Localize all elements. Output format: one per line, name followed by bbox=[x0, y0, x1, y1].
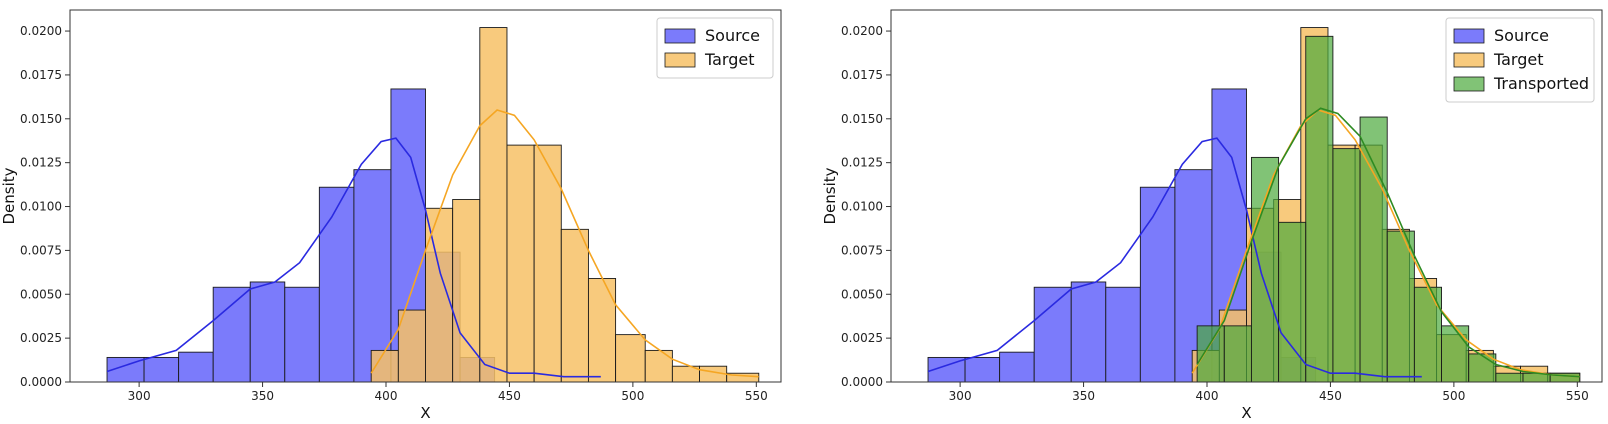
x-tick-label: 400 bbox=[375, 389, 398, 403]
y-tick-label: 0.0050 bbox=[20, 287, 62, 301]
series-target-bars bbox=[370, 27, 760, 383]
histogram-bar bbox=[1332, 148, 1361, 383]
histogram-bar bbox=[143, 356, 180, 383]
histogram-bar bbox=[587, 278, 617, 383]
histogram-bar bbox=[318, 186, 355, 383]
histogram-bar bbox=[1196, 325, 1225, 383]
histogram-bar bbox=[999, 351, 1035, 383]
histogram-bar bbox=[284, 286, 320, 383]
x-axis-label: X bbox=[420, 404, 430, 422]
legend-label-target: Target bbox=[704, 50, 755, 69]
chart-panel-2: 300 350 400 450 500 550 0.0000 0.0025 0.0050 0.00… bbox=[821, 9, 1603, 422]
histogram-bar bbox=[1139, 186, 1176, 383]
plot-frame bbox=[69, 9, 782, 383]
histogram-bar bbox=[1223, 325, 1252, 383]
histogram-bar bbox=[1495, 372, 1524, 383]
y-tick-label: 0.0200 bbox=[841, 24, 883, 38]
histogram-bar bbox=[425, 207, 454, 383]
x-tick-label: 450 bbox=[498, 389, 521, 403]
legend: Source Target Transported bbox=[1445, 17, 1595, 103]
legend-label-source: Source bbox=[1494, 26, 1549, 45]
histogram-bar bbox=[452, 199, 481, 383]
histogram-bar bbox=[1441, 325, 1470, 383]
histogram-bar bbox=[397, 309, 426, 383]
y-axis-label: Density bbox=[0, 167, 18, 224]
legend: Source Target bbox=[656, 17, 774, 79]
histogram-bar bbox=[353, 169, 392, 383]
x-tick-label: 500 bbox=[621, 389, 644, 403]
y-axis-label: Density bbox=[821, 167, 839, 224]
legend-swatch-transported bbox=[1453, 76, 1485, 92]
y-tick-label: 0.0050 bbox=[841, 287, 883, 301]
x-axis-label: X bbox=[1241, 404, 1251, 422]
kde-line-target bbox=[370, 109, 759, 378]
series-source-bars bbox=[927, 88, 1317, 383]
x-tick-label: 300 bbox=[128, 389, 151, 403]
y-tick-label: 0.0125 bbox=[841, 156, 883, 170]
chart-panel-1: 300 350 400 450 500 550 0.0000 0.0025 0.0050 0.00… bbox=[0, 9, 782, 422]
legend-label-transported: Transported bbox=[1493, 74, 1589, 93]
legend-swatch-target bbox=[1453, 52, 1485, 68]
kde-line-transported bbox=[1196, 107, 1580, 378]
y-tick-label: 0.0150 bbox=[841, 112, 883, 126]
histogram-bar bbox=[479, 27, 508, 383]
x-tick-label: 450 bbox=[1319, 389, 1342, 403]
x-tick-label: 550 bbox=[745, 389, 768, 403]
histogram-bar bbox=[1070, 281, 1107, 383]
histogram-bar bbox=[506, 144, 535, 383]
x-tick-label: 300 bbox=[949, 389, 972, 403]
y-tick-label: 0.0175 bbox=[841, 68, 883, 82]
y-tick-label: 0.0075 bbox=[841, 243, 883, 257]
y-tick-label: 0.0000 bbox=[20, 375, 62, 389]
y-tick-label: 0.0200 bbox=[20, 24, 62, 38]
histogram-bar bbox=[1105, 286, 1141, 383]
kde-line-source bbox=[106, 137, 601, 378]
histogram-bar bbox=[1359, 116, 1388, 383]
x-tick-label: 500 bbox=[1442, 389, 1465, 403]
histogram-bar bbox=[1386, 230, 1415, 383]
histogram-bar bbox=[1250, 156, 1280, 383]
histogram-bar bbox=[644, 349, 673, 383]
series-transported-bars bbox=[1196, 35, 1581, 383]
x-tick-label: 350 bbox=[1072, 389, 1095, 403]
histogram-bar bbox=[178, 351, 214, 383]
histogram-bar bbox=[212, 286, 251, 383]
x-tick-label: 550 bbox=[1566, 389, 1589, 403]
legend-swatch-source bbox=[1453, 28, 1485, 44]
histogram-bar bbox=[560, 228, 589, 383]
x-tick-label: 400 bbox=[1196, 389, 1219, 403]
histogram-bar bbox=[1033, 286, 1072, 383]
histogram-bar bbox=[964, 356, 1001, 383]
legend-label-source: Source bbox=[705, 26, 760, 45]
y-tick-label: 0.0125 bbox=[20, 156, 62, 170]
y-tick-label: 0.0025 bbox=[841, 331, 883, 345]
legend-swatch-source bbox=[664, 28, 696, 44]
legend-label-target: Target bbox=[1493, 50, 1544, 69]
y-tick-label: 0.0175 bbox=[20, 68, 62, 82]
y-tick-label: 0.0100 bbox=[20, 200, 62, 214]
kde-line-source bbox=[927, 137, 1422, 378]
y-tick-label: 0.0025 bbox=[20, 331, 62, 345]
y-tick-label: 0.0075 bbox=[20, 243, 62, 257]
legend-swatch-target bbox=[664, 52, 696, 68]
histogram-bar bbox=[615, 334, 646, 383]
y-tick-label: 0.0000 bbox=[841, 375, 883, 389]
histogram-bar bbox=[1413, 286, 1442, 383]
histogram-bar bbox=[249, 281, 286, 383]
plot-frame bbox=[890, 9, 1603, 383]
kde-line-target bbox=[1191, 109, 1580, 378]
y-tick-label: 0.0150 bbox=[20, 112, 62, 126]
x-tick-label: 350 bbox=[251, 389, 274, 403]
y-tick-label: 0.0100 bbox=[841, 200, 883, 214]
histogram-bar bbox=[1305, 35, 1334, 383]
